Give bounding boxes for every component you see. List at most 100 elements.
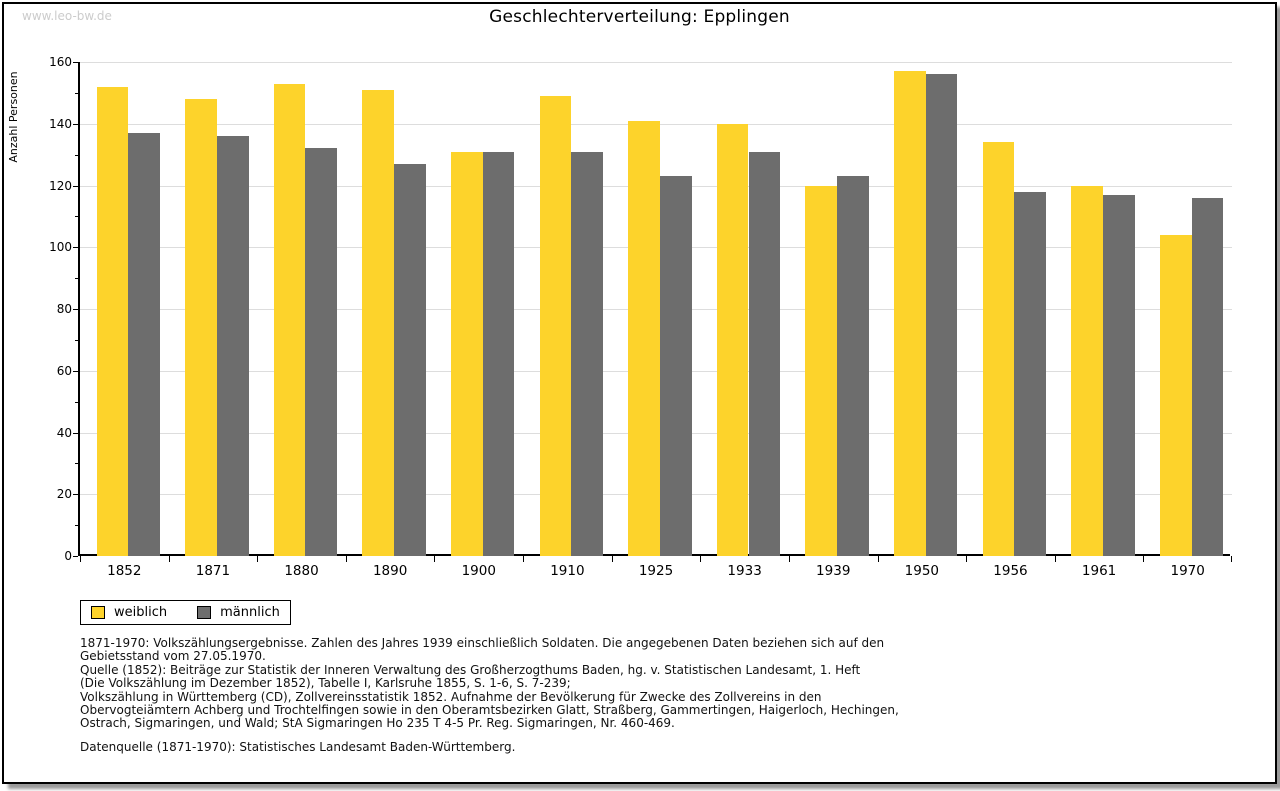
y-axis-tick-label: 40 — [56, 425, 72, 440]
legend: weiblich männlich — [80, 600, 291, 625]
bar-weiblich-1961 — [1071, 185, 1103, 556]
plot-area: 0 20 40 60 80 100 120 140 160 1852 1871 1880 1890 190… — [49, 55, 1232, 579]
x-axis-tick — [1054, 556, 1056, 562]
x-axis-tick — [80, 556, 81, 562]
bar-weiblich-1852 — [96, 86, 129, 556]
bar-männlich-1970 — [1191, 197, 1224, 556]
y-axis-minor-tick — [75, 154, 78, 156]
x-axis-label-1933: 1933 — [727, 563, 762, 579]
x-axis-label-1939: 1939 — [816, 563, 851, 579]
x-axis-label-1961: 1961 — [1081, 563, 1117, 579]
x-axis-label-1880: 1880 — [284, 563, 319, 579]
bar-männlich-1871 — [216, 136, 249, 556]
bar-weiblich-1956 — [982, 142, 1015, 556]
x-axis-tick — [966, 556, 968, 562]
bar-männlich-1900 — [482, 151, 515, 556]
x-axis-tick — [788, 556, 790, 562]
bar-weiblich-1950 — [894, 71, 926, 556]
footer-line: Volkszählung in Württemberg (CD), Zollve… — [80, 689, 822, 704]
y-axis-label: Anzahl Personen — [7, 71, 20, 163]
bar-männlich-1956 — [1014, 191, 1047, 556]
x-axis-tick — [1231, 556, 1232, 562]
gridline — [80, 62, 1232, 63]
y-axis-tick — [73, 123, 78, 125]
legend-item-weiblich: weiblich — [91, 605, 167, 620]
x-axis-tick — [877, 556, 879, 562]
y-axis-tick-label: 120 — [49, 178, 72, 193]
x-axis-label-1910: 1910 — [550, 563, 585, 579]
bar-männlich-1950 — [925, 74, 958, 556]
y-axis-minor-tick — [75, 525, 78, 527]
y-axis-tick-label: 20 — [56, 487, 72, 502]
legend-swatch-weiblich — [91, 606, 105, 619]
y-axis-minor-tick — [75, 463, 78, 465]
y-axis-tick-label: 100 — [49, 240, 72, 255]
legend-label: männlich — [220, 605, 280, 620]
bar-männlich-1961 — [1102, 194, 1135, 556]
x-axis-label-1956: 1956 — [993, 563, 1028, 579]
footer-line: Quelle (1852): Beiträge zur Statistik de… — [80, 662, 861, 677]
y-axis-tick — [73, 370, 78, 372]
footer-line: Ostrach, Sigmaringen, und Wald; StA Sigm… — [80, 716, 675, 731]
y-axis-tick — [73, 247, 78, 249]
legend-label: weiblich — [114, 605, 168, 620]
footer-line: 1871-1970: Volkszählungsergebnisse. Zahl… — [80, 636, 885, 650]
y-axis-tick — [73, 309, 78, 310]
y-axis-minor-tick — [75, 278, 78, 280]
bar-männlich-1890 — [394, 163, 426, 556]
x-axis-tick — [434, 556, 436, 562]
footer-line: (Die Volkszählung im Dezember 1852), Tab… — [80, 676, 571, 691]
y-axis-minor-tick — [75, 92, 78, 94]
footer-notes: 1871-1970: Volkszählungsergebnisse. Zahl… — [80, 636, 899, 754]
bar-männlich-1939 — [837, 176, 869, 556]
y-axis-tick — [73, 494, 78, 496]
bar-weiblich-1970 — [1159, 234, 1192, 556]
y-axis-tick — [73, 185, 78, 187]
y-axis-tick-label: 80 — [56, 302, 72, 316]
bar-weiblich-1900 — [450, 151, 483, 556]
x-axis-label-1852: 1852 — [107, 563, 142, 579]
y-axis-tick — [73, 62, 78, 63]
x-axis-tick — [345, 556, 347, 562]
y-axis-minor-tick — [75, 216, 78, 218]
x-axis-tick — [700, 556, 702, 562]
y-axis-tick-label: 160 — [49, 55, 72, 69]
bar-weiblich-1925 — [628, 120, 660, 556]
bar-weiblich-1933 — [716, 123, 749, 556]
x-axis-tick — [611, 556, 613, 562]
watermark: www.leo-bw.de — [22, 9, 112, 23]
x-axis-label-1890: 1890 — [372, 563, 408, 579]
x-axis-tick — [257, 556, 259, 562]
x-axis-tick — [168, 556, 170, 562]
x-axis-tick — [1143, 556, 1145, 562]
y-axis-tick-label: 0 — [64, 549, 72, 563]
y-axis-tick-label: 60 — [56, 363, 72, 378]
y-axis-minor-tick — [75, 339, 78, 341]
x-axis-label-1970: 1970 — [1170, 563, 1205, 579]
footer-line: Obervogteiämtern Achberg und Trochtelfin… — [80, 703, 899, 718]
legend-swatch-männlich — [197, 606, 212, 619]
bar-männlich-1910 — [571, 151, 603, 556]
bar-männlich-1852 — [128, 133, 160, 556]
bar-weiblich-1939 — [805, 185, 838, 556]
bar-weiblich-1890 — [362, 89, 395, 556]
bar-weiblich-1871 — [185, 99, 217, 556]
bar-männlich-1925 — [659, 176, 692, 556]
x-axis-tick — [523, 556, 525, 562]
y-axis-tick — [73, 556, 78, 557]
x-axis-label-1900: 1900 — [461, 563, 496, 579]
footer-datasource: Datenquelle (1871-1970): Statistisches L… — [80, 739, 516, 754]
chart-title: Geschlechterverteilung: Epplingen — [489, 7, 790, 27]
x-axis-label-1871: 1871 — [195, 563, 231, 579]
legend-item-männlich: männlich — [197, 605, 280, 620]
bar-weiblich-1880 — [273, 83, 306, 556]
y-axis-tick — [73, 432, 78, 434]
x-axis-label-1925: 1925 — [638, 563, 674, 579]
bar-weiblich-1910 — [539, 95, 572, 556]
bar-männlich-1933 — [748, 151, 781, 556]
x-axis-label-1950: 1950 — [904, 563, 940, 579]
bar-männlich-1880 — [305, 148, 338, 556]
y-axis-minor-tick — [75, 401, 78, 403]
footer-line: Gebietsstand vom 27.05.1970. — [80, 649, 266, 664]
